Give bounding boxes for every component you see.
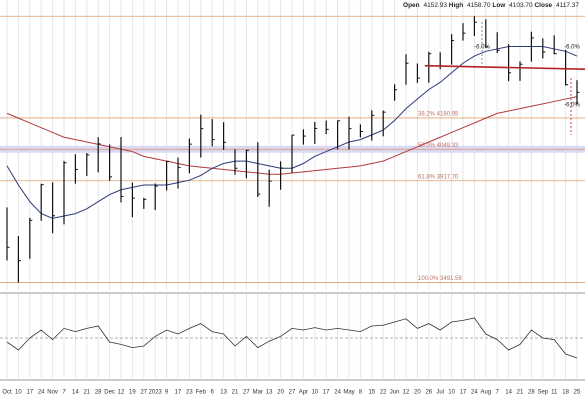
x-tick-label: 21: [83, 390, 90, 396]
x-tick-label: Mar: [253, 390, 263, 396]
x-tick-label: Jul: [436, 390, 444, 396]
x-tick-label: 24: [471, 390, 478, 396]
fib-label: 100.0% 3491.58: [418, 276, 462, 282]
x-tick-label: 13: [266, 390, 273, 396]
header-label: High: [448, 2, 464, 9]
x-tick-label: 10: [15, 390, 22, 396]
header-label: Open: [403, 2, 420, 9]
x-tick-label: 27: [243, 390, 250, 396]
fib-label: 50.0% 4049.33: [418, 143, 459, 149]
annotation: -6.0%: [474, 45, 490, 51]
x-tick-label: 20: [277, 390, 284, 396]
header-label: Close: [534, 2, 553, 9]
x-tick-label: 12: [118, 390, 125, 396]
x-tick-label: 7: [62, 390, 66, 396]
fib-label: 61.8% 3917.70: [418, 174, 459, 180]
x-tick-label: 12: [403, 390, 410, 396]
ohlc-header: Open 4152.93 High 4158.70 Low 4103.70 Cl…: [403, 2, 579, 9]
x-tick-label: 13: [220, 390, 227, 396]
indicator-line: [6, 317, 578, 359]
x-tick-label: 11: [551, 390, 558, 396]
x-tick-label: Aug: [480, 390, 491, 396]
x-tick-label: 17: [460, 390, 467, 396]
x-tick-label: 17: [323, 390, 330, 396]
x-tick-label: Jun: [390, 390, 400, 396]
x-tick-label: 8: [359, 390, 363, 396]
x-tick-label: 24: [334, 390, 341, 396]
x-tick-label: 17: [175, 390, 182, 396]
ma-slow-line: [6, 96, 578, 175]
annotation: -6.0%: [564, 103, 580, 109]
x-tick-label: Feb: [196, 390, 207, 396]
x-tick-label: 23: [186, 390, 193, 396]
trendline: [424, 64, 585, 71]
x-tick-label: Apr: [299, 390, 308, 396]
header-value: 4117.37: [555, 2, 579, 9]
x-tick-label: Oct: [2, 390, 12, 396]
x-tick-label: 22: [380, 390, 387, 396]
x-tick-label: 28: [528, 390, 535, 396]
fib-label: 38.2% 4180.95: [418, 111, 459, 117]
x-tick-label: 19: [129, 390, 136, 396]
x-tick-label: 9: [165, 390, 169, 396]
x-tick-label: 21: [232, 390, 239, 396]
x-tick-label: 10: [448, 390, 455, 396]
x-tick-label: 28: [95, 390, 102, 396]
x-tick-label: 6: [211, 390, 215, 396]
header-value: 4152.93: [423, 2, 447, 9]
x-tick-label: 14: [72, 390, 79, 396]
x-tick-label: Nov: [47, 390, 58, 396]
x-tick-label: 10: [311, 390, 318, 396]
x-tick-label: 17: [26, 390, 33, 396]
x-tick-label: 26: [425, 390, 432, 396]
x-tick-label: 2023: [149, 390, 163, 396]
annotation: -6.0%: [564, 45, 580, 51]
x-tick-label: 25: [574, 390, 581, 396]
header-label: Low: [492, 2, 506, 9]
x-tick-label: Dec: [104, 390, 115, 396]
header-value: 4103.70: [509, 2, 533, 9]
header-value: 4158.70: [467, 2, 491, 9]
x-tick-label: 27: [140, 390, 147, 396]
x-tick-label: 7: [496, 390, 500, 396]
x-tick-label: 20: [414, 390, 421, 396]
x-tick-label: 21: [517, 390, 524, 396]
x-tick-label: May: [343, 390, 354, 396]
x-tick-label: Sep: [537, 390, 548, 396]
x-tick-label: 15: [368, 390, 375, 396]
x-tick-label: 18: [562, 390, 569, 396]
x-tick-label: 27: [289, 390, 296, 396]
x-tick-label: 24: [38, 390, 45, 396]
x-tick-label: 14: [505, 390, 512, 396]
